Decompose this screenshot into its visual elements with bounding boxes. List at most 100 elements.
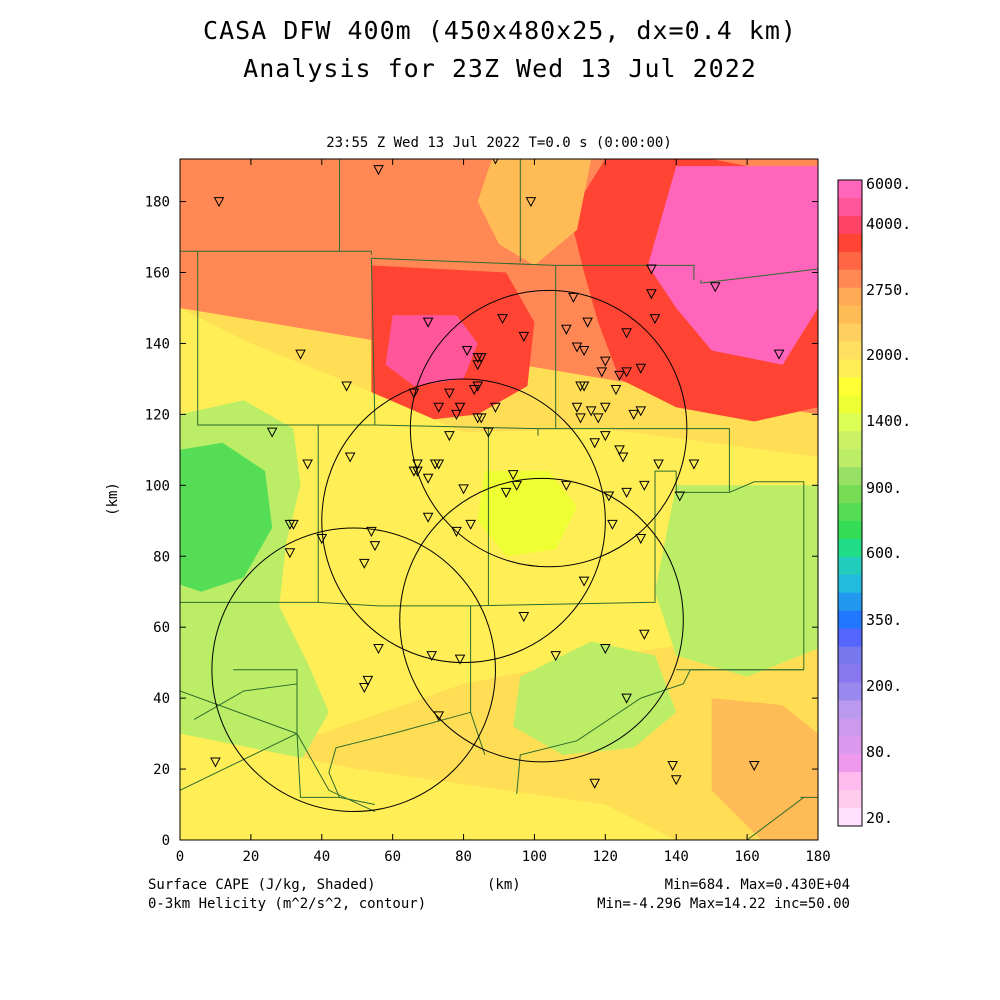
station-marker-22 <box>596 367 608 378</box>
x-tick-label: 140 <box>664 849 689 865</box>
x-tick-label: 40 <box>313 849 330 865</box>
station-marker-51 <box>589 438 601 449</box>
station-marker-14 <box>518 331 530 342</box>
colorbar-swatch <box>838 431 862 450</box>
colorbar-label: 6000. <box>866 175 911 193</box>
colorbar-swatch <box>838 610 862 630</box>
colorbar-swatch <box>838 251 862 271</box>
station-marker-53 <box>266 427 278 438</box>
colorbar-label: 20. <box>866 809 893 827</box>
station-marker-89 <box>638 629 650 640</box>
station-marker-69 <box>511 480 523 491</box>
colorbar-swatch <box>838 538 862 558</box>
y-tick-label: 40 <box>153 691 170 707</box>
station-marker-35 <box>610 385 622 396</box>
station-marker-13 <box>621 328 632 339</box>
colorbar-swatch <box>838 628 862 648</box>
station-marker-37 <box>433 402 445 413</box>
plot-frame <box>179 158 819 841</box>
station-marker-66 <box>507 470 519 481</box>
colorbar-swatch <box>838 341 862 360</box>
station-marker-41 <box>585 406 597 417</box>
x-tick-label: 0 <box>176 849 184 865</box>
y-tick-label: 100 <box>145 478 170 494</box>
station-marker-65 <box>422 473 434 484</box>
colorbar-swatch <box>838 233 862 253</box>
x-axis: 0 20 40 60 80 100 120 140 160 180 <box>176 159 831 865</box>
station-marker-0 <box>373 165 384 176</box>
x-tick-label: 80 <box>455 849 472 865</box>
station-marker-79 <box>607 519 618 530</box>
colorbar-swatch <box>838 197 862 217</box>
county-boundary-31 <box>746 797 805 840</box>
colorbar-swatch <box>838 359 862 378</box>
station-marker-96 <box>358 682 370 694</box>
colorbar-label: 900. <box>866 479 902 497</box>
colorbar-swatch <box>838 808 862 827</box>
station-marker-34 <box>578 381 590 392</box>
county-boundary-5 <box>371 257 695 280</box>
station-marker-74 <box>674 491 686 502</box>
station-marker-3 <box>525 197 537 208</box>
station-marker-94 <box>550 651 562 662</box>
station-marker-26 <box>295 349 306 360</box>
station-marker-11 <box>582 317 593 328</box>
station-marker-88 <box>518 612 530 623</box>
station-marker-15 <box>461 346 473 357</box>
footer-left-2: 0-3km Helicity (m^2/s^2, contour) <box>148 896 427 912</box>
station-marker-68 <box>500 487 512 498</box>
main-title: CASA DFW 400m (450x480x25, dx=0.4 km) <box>203 16 797 45</box>
colorbar-label: 2000. <box>866 346 911 364</box>
county-boundary-7 <box>370 258 376 426</box>
y-tick-label: 0 <box>162 833 170 849</box>
footer-right-2: Min=-4.296 Max=14.22 inc=50.00 <box>597 896 850 912</box>
colorbar-swatch <box>838 592 862 612</box>
county-boundary-17 <box>470 601 648 607</box>
colorbar-swatch <box>838 520 862 540</box>
station-marker-97 <box>433 711 445 722</box>
station-marker-59 <box>344 452 356 463</box>
station-marker-86 <box>358 558 370 569</box>
colorbar-label: 2750. <box>866 281 911 299</box>
station-marker-18 <box>472 360 484 371</box>
station-marker-99 <box>210 757 221 768</box>
colorbar-swatch <box>838 413 862 432</box>
colorbar-swatch <box>838 377 862 396</box>
station-marker-38 <box>451 409 462 420</box>
y-tick-label: 160 <box>145 266 170 282</box>
x-tick-label: 120 <box>593 849 618 865</box>
colorbar-swatch <box>838 646 862 665</box>
station-marker-82 <box>366 526 377 537</box>
station-marker-52 <box>444 431 455 442</box>
station-marker-2 <box>213 197 225 208</box>
station-marker-4 <box>646 264 657 275</box>
station-marker-49 <box>483 427 494 438</box>
radar-circle-1 <box>321 378 606 664</box>
colorbar-swatch <box>838 215 862 235</box>
station-marker-48 <box>592 413 604 424</box>
station-marker-90 <box>600 643 611 655</box>
station-marker-91 <box>373 643 384 655</box>
colorbar-label: 350. <box>866 611 902 629</box>
y-tick-label: 180 <box>145 195 170 211</box>
y-tick-label: 60 <box>153 620 170 636</box>
y-tick-label: 20 <box>153 762 170 778</box>
station-marker-85 <box>284 548 296 559</box>
y-tick-label: 80 <box>153 549 170 565</box>
colorbar-swatch <box>838 556 862 576</box>
station-marker-81 <box>451 526 462 537</box>
radar-range-circles <box>211 289 688 813</box>
valid-time-subtitle: 23:55 Z Wed 13 Jul 2022 T=0.0 s (0:00:00… <box>326 135 672 151</box>
station-marker-95 <box>362 675 374 686</box>
cape-region-10 <box>655 485 818 677</box>
station-marker-62 <box>429 459 441 470</box>
colorbar-swatch <box>838 287 862 307</box>
x-tick-label: 100 <box>522 849 547 865</box>
colorbar-swatch <box>838 449 862 468</box>
station-marker-24 <box>614 370 625 381</box>
station-marker-56 <box>653 459 664 470</box>
county-boundaries <box>180 159 818 840</box>
station-marker-44 <box>635 406 647 417</box>
y-tick-label: 140 <box>145 336 170 352</box>
